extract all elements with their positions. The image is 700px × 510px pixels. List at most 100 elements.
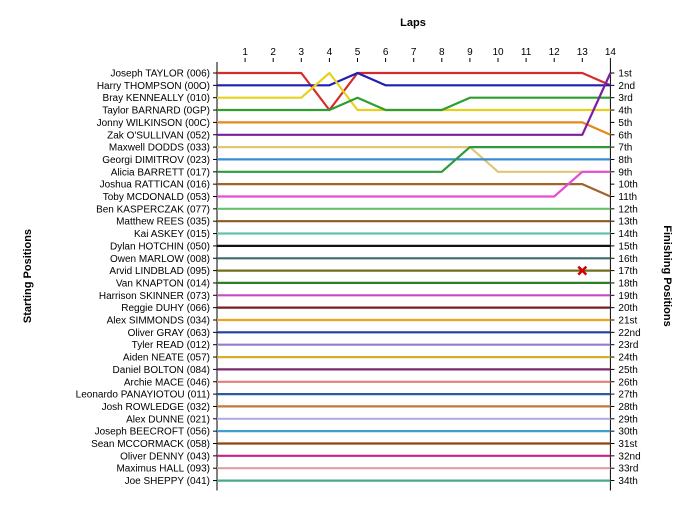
driver-label: Harry THOMPSON (00O) (97, 81, 210, 92)
lap-tick-label: 11 (521, 47, 532, 58)
driver-label: Joe SHEPPY (041) (125, 476, 210, 487)
finishing-position-label: 17th (618, 266, 637, 277)
finishing-position-label: 12th (618, 204, 637, 215)
driver-line (217, 71, 611, 112)
finishing-position-label: 22nd (618, 328, 640, 339)
finishing-position-label: 6th (618, 130, 632, 141)
driver-label: Maxwell DODDS (033) (109, 143, 210, 154)
driver-label: Tyler READ (012) (132, 340, 210, 351)
driver-line (217, 96, 611, 112)
driver-label: Maximus HALL (093) (116, 464, 210, 475)
lap-tick-label: 7 (411, 47, 417, 58)
finishing-position-label: 31st (618, 439, 637, 450)
driver-label: Alicia BARRETT (017) (111, 167, 210, 178)
driver-label: Arvid LINDBLAD (095) (109, 266, 210, 277)
lap-tick-label: 6 (383, 47, 389, 58)
driver-label: Alex SIMMONDS (034) (107, 316, 210, 327)
lap-tick-label: 5 (355, 47, 361, 58)
driver-label: Owen MARLOW (008) (110, 254, 210, 265)
lap-tick-label: 1 (242, 47, 248, 58)
lap-tick-label: 12 (549, 47, 561, 58)
finishing-position-label: 9th (618, 167, 632, 178)
driver-label: Ben KASPERCZAK (077) (96, 204, 210, 215)
finishing-position-label: 10th (618, 180, 637, 191)
finishing-position-label: 32nd (618, 451, 640, 462)
driver-line (217, 183, 611, 198)
finishing-position-label: 18th (618, 278, 637, 289)
finishing-position-label: 13th (618, 217, 637, 228)
finishing-position-label: 30th (618, 427, 637, 438)
driver-label: Harrison SKINNER (073) (99, 291, 210, 302)
driver-label: Reggie DUHY (066) (121, 303, 210, 314)
driver-label: Bray KENNEALLY (010) (103, 93, 210, 104)
driver-label: Taylor BARNARD (0GP) (102, 106, 210, 117)
finishing-position-label: 19th (618, 291, 637, 302)
driver-line (217, 121, 611, 136)
finishing-position-label: 7th (618, 143, 632, 154)
driver-label: Archie MACE (046) (124, 377, 210, 388)
finishing-position-label: 34th (618, 476, 637, 487)
finishing-position-label: 21st (618, 316, 637, 327)
driver-label: Matthew REES (035) (116, 217, 210, 228)
finishing-position-label: 2nd (618, 81, 635, 92)
driver-label: Oliver DENNY (043) (120, 451, 210, 462)
lap-tick-label: 4 (327, 47, 333, 58)
lap-tick-label: 14 (605, 47, 617, 58)
driver-line (217, 71, 611, 112)
driver-label: Jonny WILKINSON (00C) (97, 118, 210, 129)
plot-frame (216, 62, 611, 491)
driver-label: Joshua RATTICAN (016) (100, 180, 210, 191)
driver-label: Oliver GRAY (063) (128, 328, 210, 339)
finishing-position-label: 8th (618, 155, 632, 166)
y-axis-title-left: Starting Positions (22, 229, 34, 323)
finishing-position-label: 5th (618, 118, 632, 129)
driver-line (217, 146, 611, 173)
finishing-position-label: 3rd (618, 93, 632, 104)
y-axis-title-right: Finishing Positions (661, 225, 673, 326)
lap-tick-label: 3 (299, 47, 305, 58)
driver-label: Aiden NEATE (057) (123, 353, 210, 364)
finishing-position-label: 11th (618, 192, 637, 203)
driver-label: Sean MCCORMACK (058) (91, 439, 210, 450)
x-axis-title: Laps (400, 17, 426, 29)
finishing-position-label: 15th (618, 241, 637, 252)
driver-lines (217, 71, 612, 482)
driver-label: Dylan HOTCHIN (050) (110, 241, 210, 252)
driver-line (217, 71, 611, 87)
driver-label: Toby MCDONALD (053) (103, 192, 210, 203)
driver-label: Josh ROWLEDGE (032) (102, 402, 210, 413)
finishing-position-label: 23rd (618, 340, 638, 351)
finishing-position-label: 26th (618, 377, 637, 388)
lap-tick-label: 2 (270, 47, 276, 58)
lap-tick-label: 13 (577, 47, 589, 58)
driver-label: Georgi DIMITROV (023) (102, 155, 210, 166)
driver-label: Joseph BEECROFT (056) (95, 427, 210, 438)
finishing-position-label: 27th (618, 390, 637, 401)
retirement-marker-stroke (577, 265, 588, 276)
markers (577, 265, 588, 276)
driver-label: Zak O'SULLIVAN (052) (107, 130, 210, 141)
driver-label: Van KNAPTON (014) (116, 278, 210, 289)
finishing-position-label: 16th (618, 254, 637, 265)
driver-label: Joseph TAYLOR (006) (111, 69, 211, 80)
lap-tick-label: 8 (439, 47, 445, 58)
lap-tick-label: 9 (467, 47, 473, 58)
finishing-position-label: 25th (618, 365, 637, 376)
lap-tick-label: 10 (492, 47, 504, 58)
driver-label: Leonardo PANAYIOTOU (011) (76, 390, 210, 401)
lap-ticks: 1 2 3 4 5 6 7 8 9 10 11 12 13 14 (242, 47, 616, 62)
finishing-position-label: 28th (618, 402, 637, 413)
finishing-position-label: 1st (618, 69, 632, 80)
finishing-position-label: 4th (618, 106, 632, 117)
driver-labels: Joseph TAYLOR (006)Harry THOMPSON (00O)B… (76, 69, 217, 487)
driver-line (217, 72, 612, 136)
driver-line (217, 170, 611, 198)
driver-label: Alex DUNNE (021) (126, 414, 210, 425)
finishing-position-label: 33rd (618, 464, 638, 475)
finishing-position-label: 24th (618, 353, 637, 364)
driver-label: Daniel BOLTON (084) (113, 365, 210, 376)
finishing-position-label: 14th (618, 229, 637, 240)
finishing-position-label: 29th (618, 414, 637, 425)
